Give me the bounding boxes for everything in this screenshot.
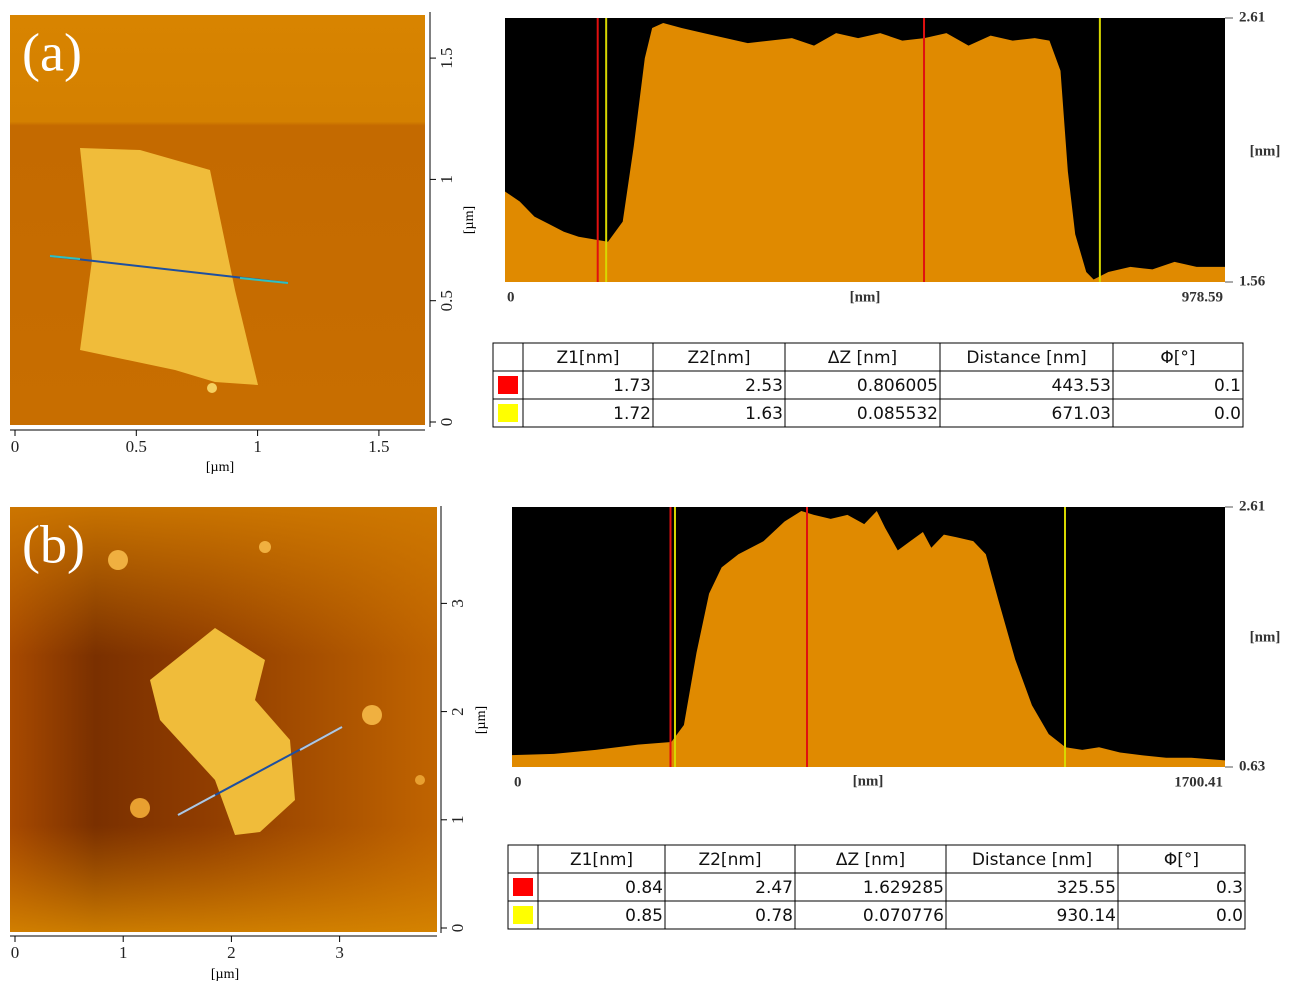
table-cell: 0.78: [755, 906, 793, 926]
y-tick-label: 2.61: [1239, 498, 1265, 514]
table-cell: 0.0: [1214, 404, 1241, 424]
y-tick-label: 1: [437, 175, 456, 184]
table-header: Distance [nm]: [966, 348, 1086, 368]
panel-label: (b): [22, 514, 85, 574]
x-axis-label: [nm]: [853, 773, 884, 789]
x-tick-label: 1: [253, 437, 262, 456]
table-header: Distance [nm]: [972, 850, 1092, 870]
table-header: Φ[°]: [1164, 850, 1199, 870]
table-cell: 1.72: [613, 404, 651, 424]
y-axis-label: [nm]: [1250, 143, 1281, 159]
table-header: Z1[nm]: [556, 348, 619, 368]
y-tick-label: 3: [448, 599, 467, 608]
table-cell: 0.84: [625, 878, 663, 898]
x-tick-label: 0: [11, 943, 20, 962]
x-axis-label: [nm]: [850, 289, 881, 305]
table-cell: 443.53: [1052, 376, 1111, 396]
x-tick-label: 2: [227, 943, 236, 962]
x-tick-label: 1.5: [368, 437, 389, 456]
x-tick-label: 1700.41: [1174, 774, 1223, 790]
table-cell: 1.629285: [863, 878, 944, 898]
table-cell: 2.47: [755, 878, 793, 898]
panel-label: (a): [22, 22, 82, 82]
x-tick-label: 0: [507, 289, 515, 305]
table-header: ΔZ [nm]: [828, 348, 897, 368]
cursor-swatch: [513, 878, 533, 896]
table-cell: 0.3: [1216, 878, 1243, 898]
cursor-swatch: [498, 376, 518, 394]
table-cell: 1.63: [745, 404, 783, 424]
y-axis-label: [µm]: [474, 706, 489, 734]
cursor-swatch: [513, 906, 533, 924]
x-tick-label: 978.59: [1182, 289, 1223, 305]
x-axis-label: [µm]: [206, 460, 234, 475]
figure: (a) 0 0.5 1 1.5 0 0.5 1 1.5 [µm] [µm] 0 978.59 1.56 2.…: [0, 0, 1292, 986]
table-cell: 2.53: [745, 376, 783, 396]
y-tick-label: 2: [448, 707, 467, 716]
x-axis-label: [µm]: [211, 967, 239, 982]
table-cell: 930.14: [1057, 906, 1116, 926]
x-tick-label: 1: [119, 943, 128, 962]
table-cell: 0.085532: [857, 404, 938, 424]
x-tick-label: 0.5: [126, 437, 147, 456]
table-header: ΔZ [nm]: [836, 850, 905, 870]
table-cell: 0.85: [625, 906, 663, 926]
y-tick-label: 0: [437, 418, 456, 427]
table-cell: 1.73: [613, 376, 651, 396]
cursor-swatch: [498, 404, 518, 422]
y-axis-label: [µm]: [462, 206, 477, 234]
y-tick-label: 0: [448, 924, 467, 933]
y-tick-label: 0.5: [437, 290, 456, 311]
y-tick-label: 1.5: [437, 47, 456, 68]
y-tick-label: 2.61: [1239, 9, 1265, 25]
x-tick-label: 3: [335, 943, 344, 962]
y-axis-label: [nm]: [1250, 629, 1281, 645]
table-cell: 0.1: [1214, 376, 1241, 396]
table-cell: 325.55: [1057, 878, 1116, 898]
table-cell: 0.806005: [857, 376, 938, 396]
x-tick-label: 0: [11, 437, 20, 456]
y-tick-label: 1: [448, 816, 467, 825]
table-cell: 671.03: [1052, 404, 1111, 424]
table-cell: 0.070776: [863, 906, 944, 926]
y-tick-label: 1.56: [1239, 273, 1266, 289]
x-tick-label: 0: [514, 774, 522, 790]
table-header: Z1[nm]: [570, 850, 633, 870]
table-header: Z2[nm]: [698, 850, 761, 870]
table-header: Φ[°]: [1160, 348, 1195, 368]
y-tick-label: 0.63: [1239, 758, 1265, 774]
table-cell: 0.0: [1216, 906, 1243, 926]
table-header: Z2[nm]: [687, 348, 750, 368]
